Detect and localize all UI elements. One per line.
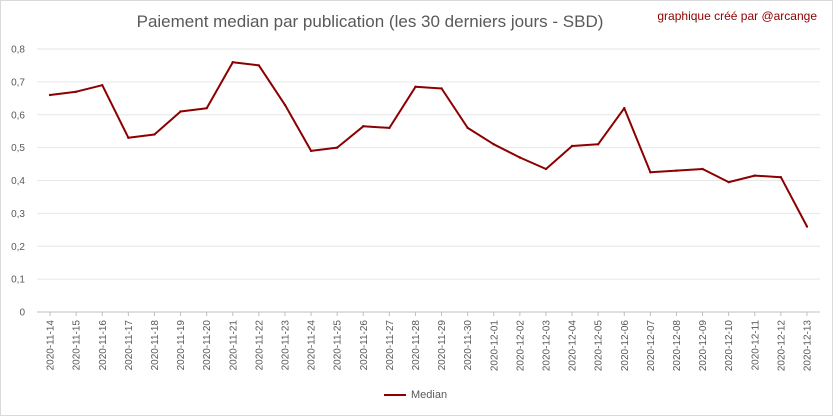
data-point [518,156,522,159]
y-tick-label: 0,1 [11,275,25,286]
data-point [649,171,652,174]
data-point [440,87,443,90]
x-tick-label: 2020-12-09 [698,320,709,372]
x-tick-label: 2020-11-29 [437,320,448,371]
data-point [570,144,574,148]
data-point [257,64,261,67]
x-tick-label: 2020-12-08 [672,320,683,372]
data-point [544,167,548,171]
x-tick-label: 2020-12-06 [620,320,631,372]
data-point [623,106,626,110]
data-point [596,143,600,146]
y-tick-label: 0 [19,308,25,319]
series-line-median [49,61,808,228]
data-point [388,126,391,130]
x-tick-label: 2020-12-12 [776,320,787,372]
y-tick-label: 0,8 [11,45,25,56]
data-point [283,103,287,107]
x-tick-label: 2020-11-14 [46,320,57,371]
x-tick-label: 2020-11-25 [333,320,344,371]
y-tick-label: 0,3 [11,209,25,220]
x-tick-label: 2020-11-15 [72,320,83,371]
data-point [101,83,104,87]
data-point [675,169,678,172]
legend-label: Median [411,389,448,401]
x-tick-label: 2020-12-07 [646,320,657,372]
x-tick-label: 2020-12-11 [750,320,761,371]
data-point [492,143,495,146]
x-tick-label: 2020-11-23 [280,320,291,371]
x-tick-label: 2020-12-13 [802,320,813,372]
x-tick-label: 2020-12-10 [724,320,735,372]
y-tick-label: 0,7 [11,77,25,88]
data-point [231,60,234,64]
x-tick-label: 2020-11-24 [307,320,318,371]
y-tick-label: 0,6 [11,110,25,121]
x-tick-label: 2020-11-20 [202,320,213,371]
data-point [335,146,339,149]
data-point [362,125,365,128]
x-tick-label: 2020-12-05 [594,320,605,372]
x-tick-label: 2020-11-17 [124,320,135,371]
legend-swatch [384,394,406,396]
data-point [179,110,182,113]
data-point [153,133,156,136]
data-point [701,167,704,171]
x-tick-label: 2020-12-01 [489,320,500,372]
x-tick-label: 2020-11-28 [411,320,422,371]
chart-title: Paiement median par publication (les 30 … [136,12,604,31]
x-tick-label: 2020-11-21 [228,320,239,371]
data-point [779,176,783,179]
data-point [309,149,313,153]
x-tick-label: 2020-11-30 [463,320,474,371]
x-tick-label: 2020-12-02 [515,320,526,372]
data-point [205,106,208,110]
data-point [727,180,730,184]
data-point [753,174,756,177]
data-point [414,85,417,89]
y-tick-label: 0,5 [11,143,25,154]
x-tick-label: 2020-12-04 [568,320,579,372]
x-tick-label: 2020-11-16 [98,320,109,371]
x-tick-label: 2020-11-26 [359,320,370,371]
data-point [466,126,469,130]
data-point [805,225,809,228]
x-tick-label: 2020-11-18 [150,320,161,371]
y-tick-label: 0,2 [11,242,25,253]
y-tick-label: 0,4 [11,176,25,187]
x-tick-label: 2020-11-22 [254,320,265,371]
x-tick-label: 2020-11-27 [385,320,396,371]
x-tick-label: 2020-12-03 [541,320,552,372]
legend: Median [384,389,447,401]
chart-credit: graphique créé par @arcange [657,9,817,23]
data-point [127,136,130,139]
data-point [48,93,52,97]
x-tick-label: 2020-11-19 [176,320,187,371]
data-point [74,90,78,93]
